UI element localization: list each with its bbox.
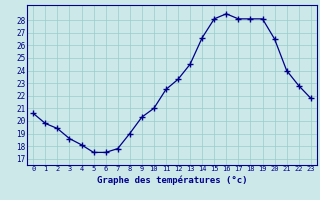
X-axis label: Graphe des températures (°c): Graphe des températures (°c) xyxy=(97,175,247,185)
